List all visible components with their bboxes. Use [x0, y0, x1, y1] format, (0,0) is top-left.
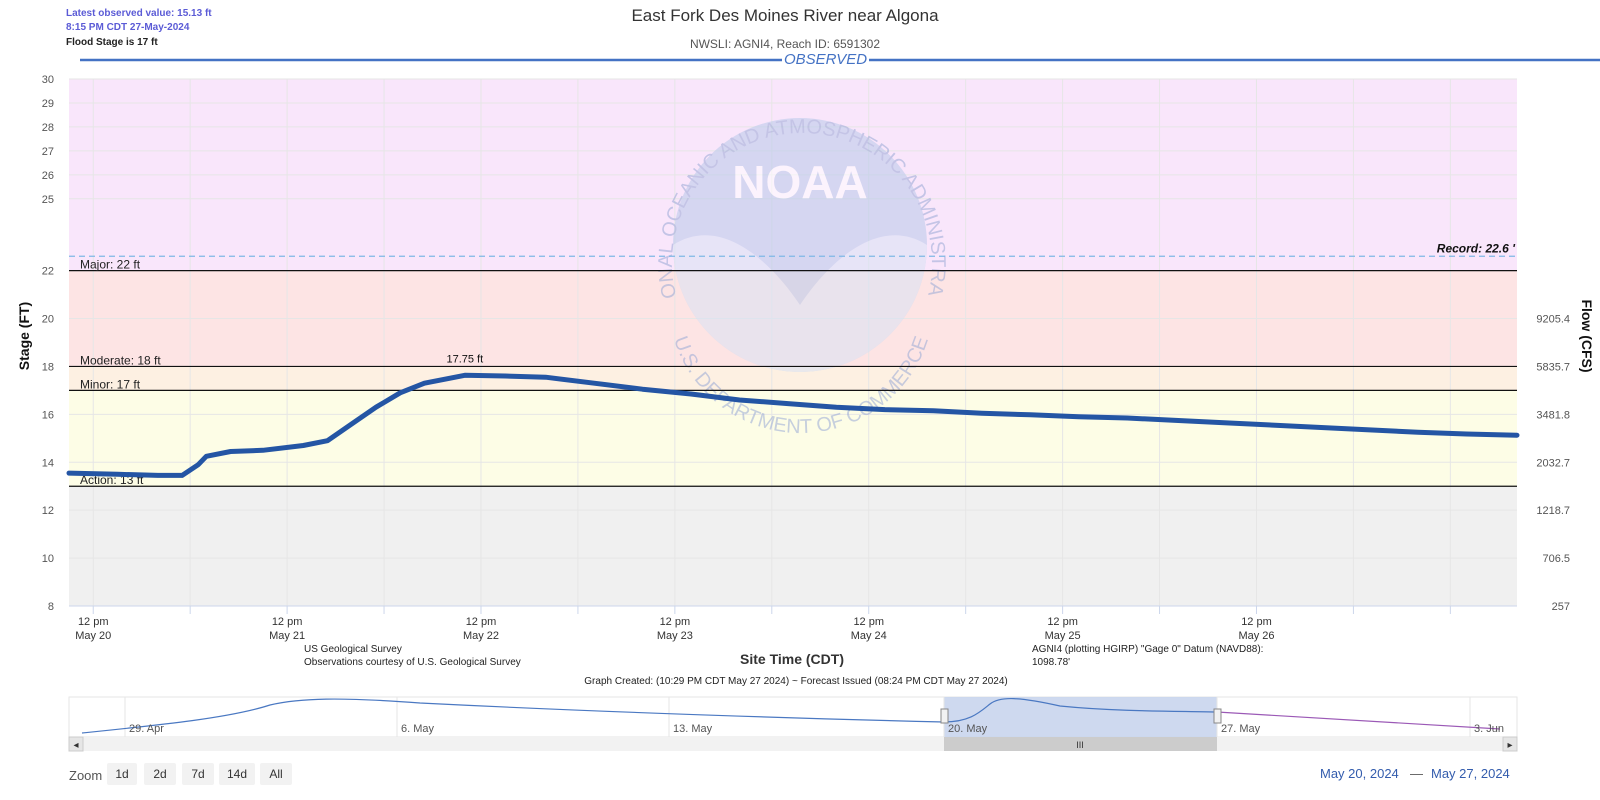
navigator-frame	[68, 696, 1518, 738]
stage-series: 17.75 ft	[66, 353, 1520, 478]
x-tick-label-time: 12 pm	[1241, 616, 1272, 628]
threshold-label: Moderate: 18 ft	[80, 353, 161, 367]
navigator-right-handle[interactable]	[1213, 708, 1222, 724]
noaa-logo-text: NOAA	[732, 156, 867, 208]
y-tick-label: 14	[42, 457, 54, 469]
y-tick-label: 18	[42, 361, 54, 373]
navigator-scrollbar-track[interactable]	[69, 737, 1517, 751]
y-tick-label: 27	[42, 146, 54, 158]
x-tick-label-date: May 20	[75, 630, 111, 642]
navigator-scrollbar-grip: III	[1076, 740, 1084, 750]
y2-tick-label: 5835.7	[1536, 361, 1570, 373]
navigator-observed-line	[81, 697, 1218, 734]
threshold-label: Major: 22 ft	[80, 258, 141, 272]
zoom-7d-button[interactable]: 7d	[182, 763, 214, 785]
y-tick-label: 25	[42, 194, 54, 206]
datum-note: AGNI4 (plotting HGIRP) "Gage 0" Datum (N…	[1032, 644, 1263, 655]
range-from-date[interactable]: May 20, 2024	[1320, 766, 1399, 781]
y-tick-label: 30	[42, 74, 54, 86]
y-tick-label: 10	[42, 553, 54, 565]
band-normal	[69, 486, 1517, 606]
navigator-scroll-left-button[interactable]	[68, 736, 84, 752]
y2-tick-label: 9205.4	[1536, 314, 1570, 326]
peak-label: 17.75 ft	[446, 353, 483, 365]
x-tick-label-time: 12 pm	[1047, 616, 1078, 628]
x-tick-label-time: 12 pm	[78, 616, 109, 628]
latest-observed-time: 8:15 PM CDT 27-May-2024	[66, 22, 190, 33]
datum-value: 1098.78'	[1032, 657, 1070, 668]
noaa-logo-wave	[673, 235, 927, 372]
range-to-date[interactable]: May 27, 2024	[1431, 766, 1510, 781]
zoom-14d-button[interactable]: 14d	[219, 763, 255, 785]
y2-axis-title: Flow (CFS)	[1579, 299, 1595, 372]
zoom-2d-button[interactable]: 2d	[144, 763, 176, 785]
x-tick-label-date: May 23	[657, 630, 693, 642]
source-agency: US Geological Survey	[304, 644, 402, 655]
zoom-all-button[interactable]: All	[260, 763, 292, 785]
y2-tick-label: 2032.7	[1536, 457, 1570, 469]
hydrograph-chart: NOAA NATIONAL OCEANIC AND ATMOSPHERIC AD…	[0, 0, 1600, 752]
observed-label: OBSERVED	[782, 51, 870, 68]
navigator-scrollbar-thumb[interactable]	[944, 737, 1217, 751]
threshold-label: Minor: 17 ft	[80, 377, 141, 391]
stage-line	[66, 372, 1520, 478]
y-axis-title: Stage (FT)	[16, 302, 32, 370]
zoom-1d-button[interactable]: 1d	[107, 763, 137, 785]
y-tick-label: 20	[42, 314, 54, 326]
y-tick-label: 16	[42, 409, 54, 421]
y-tick-label: 29	[42, 98, 54, 110]
time-axis: 12 pm May 20 12 pm May 21 12 pm May 22 12 pm Ma…	[75, 616, 1274, 642]
source-courtesy: Observations courtesy of U.S. Geological…	[304, 657, 521, 668]
chevron-right-icon: ▸	[1507, 740, 1512, 751]
x-tick-label-time: 12 pm	[272, 616, 303, 628]
x-tick-label-time: 12 pm	[853, 616, 884, 628]
zoom-label: Zoom	[69, 768, 103, 783]
y-tick-label: 12	[42, 505, 54, 517]
navigator-date-label: 13. May	[673, 723, 713, 735]
x-tick-label-time: 12 pm	[660, 616, 691, 628]
navigator-grid	[124, 697, 1471, 737]
navigator-date-label: 3. Jun	[1474, 723, 1504, 735]
navigator-date-label: 27. May	[1221, 723, 1261, 735]
x-tick-label-date: May 24	[851, 630, 887, 642]
navigator-left-handle[interactable]	[940, 708, 949, 724]
y2-tick-label: 1218.7	[1536, 505, 1570, 517]
chevron-left-icon: ◂	[73, 740, 78, 751]
y-tick-label: 28	[42, 122, 54, 134]
x-tick-label-date: May 25	[1045, 630, 1081, 642]
navigator-forecast-line	[1216, 711, 1501, 730]
navigator-labels: 29. Apr 6. May 13. May 20. May 27. May 3. Jun	[129, 723, 1504, 735]
x-axis-title: Site Time (CDT)	[740, 651, 844, 667]
flood-stage-note: Flood Stage is 17 ft	[66, 37, 158, 48]
stage-axis: 8 10 12 14 16 18 20 22 25 26 27 28 29 30	[42, 74, 54, 613]
graph-created-note: Graph Created: (10:29 PM CDT May 27 2024…	[584, 676, 1007, 687]
y2-tick-label: 3481.8	[1536, 409, 1570, 421]
navigator-scroll-right-button[interactable]	[1502, 736, 1518, 752]
navigator-date-label: 29. Apr	[129, 723, 164, 735]
latest-observed-value: Latest observed value: 15.13 ft	[66, 8, 212, 19]
y-tick-label: 26	[42, 170, 54, 182]
x-tick-label-time: 12 pm	[466, 616, 497, 628]
navigator[interactable]: 29. Apr 6. May 13. May 20. May 27. May 3. Jun…	[68, 696, 1518, 752]
navigator-date-label: 20. May	[948, 723, 988, 735]
x-tick-label-date: May 22	[463, 630, 499, 642]
y-tick-label: 22	[42, 266, 54, 278]
y-tick-label: 8	[48, 601, 54, 613]
x-tick-label-date: May 21	[269, 630, 305, 642]
range-separator: —	[1410, 766, 1423, 781]
record-label: Record: 22.6 '	[1437, 241, 1516, 255]
x-tick-label-date: May 26	[1238, 630, 1274, 642]
chart-subtitle: NWSLI: AGNI4, Reach ID: 6591302	[689, 37, 881, 51]
navigator-date-label: 6. May	[401, 723, 435, 735]
flow-axis: 257 706.5 1218.7 2032.7 3481.8 5835.7 9205.4	[1536, 314, 1570, 613]
y2-tick-label: 257	[1552, 601, 1570, 613]
flood-thresholds: Record: 22.6 ' Major: 22 ft Moderate: 18 f…	[69, 241, 1517, 487]
chart-title: East Fork Des Moines River near Algona	[631, 6, 939, 25]
y2-tick-label: 706.5	[1542, 553, 1570, 565]
